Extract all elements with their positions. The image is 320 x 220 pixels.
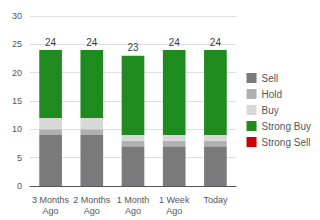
svg-text:0: 0 (17, 181, 22, 191)
svg-text:5: 5 (17, 153, 22, 163)
svg-text:Hold: Hold (262, 89, 283, 100)
svg-text:24: 24 (86, 37, 98, 48)
svg-text:Sell: Sell (262, 73, 279, 84)
svg-text:25: 25 (12, 39, 22, 49)
svg-text:10: 10 (12, 124, 22, 134)
svg-text:Today: Today (203, 195, 228, 205)
svg-text:1 Week: 1 Week (159, 195, 190, 205)
svg-text:20: 20 (12, 68, 22, 78)
svg-text:24: 24 (210, 37, 222, 48)
svg-text:Ago: Ago (125, 206, 141, 216)
svg-text:3 Months: 3 Months (32, 195, 70, 205)
svg-text:Ago: Ago (84, 206, 100, 216)
svg-text:2 Months: 2 Months (73, 195, 111, 205)
svg-text:24: 24 (45, 37, 57, 48)
svg-text:30: 30 (12, 11, 22, 21)
svg-text:Ago: Ago (43, 206, 59, 216)
svg-text:1 Month: 1 Month (117, 195, 150, 205)
svg-text:Strong Buy: Strong Buy (262, 121, 311, 132)
svg-text:23: 23 (127, 42, 139, 53)
svg-text:Strong Sell: Strong Sell (262, 137, 311, 148)
svg-text:Ago: Ago (166, 206, 182, 216)
svg-text:Buy: Buy (262, 105, 279, 116)
svg-text:15: 15 (12, 96, 22, 106)
svg-text:24: 24 (169, 37, 181, 48)
